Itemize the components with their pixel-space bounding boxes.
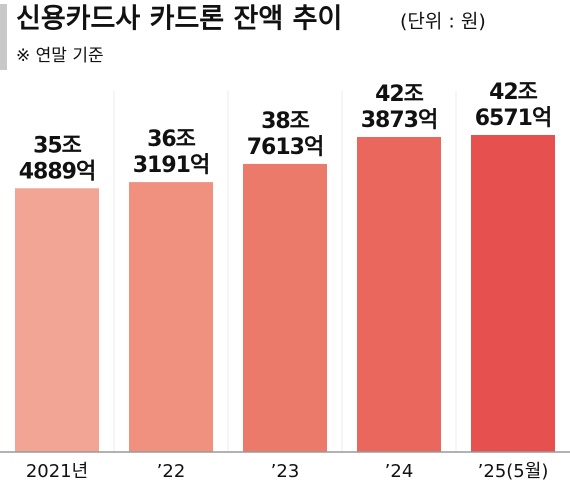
bar	[129, 182, 213, 452]
chart-note: ※ 연말 기준	[16, 46, 104, 66]
x-tick-label: ’22	[157, 461, 186, 482]
bar	[15, 188, 99, 453]
title-accent	[0, 4, 7, 70]
value-label: 42조	[375, 82, 424, 107]
x-tick-label: ’24	[385, 461, 414, 482]
value-label: 35조	[33, 133, 82, 158]
value-label: 6571억	[475, 106, 551, 131]
value-label: 3873억	[361, 108, 437, 133]
value-label: 7613억	[247, 135, 323, 160]
bar	[243, 163, 327, 453]
x-tick-label: 2021년	[26, 461, 88, 482]
value-label: 36조	[147, 127, 196, 152]
bar	[471, 135, 555, 452]
value-label: 42조	[489, 80, 538, 105]
value-label: 3191억	[133, 153, 209, 178]
chart-subtitle: (단위 : 원)	[400, 11, 486, 33]
chart-title: 신용카드사 카드론 잔액 추이	[16, 4, 342, 35]
value-label: 4889억	[19, 159, 95, 184]
x-tick-label: ’23	[271, 461, 300, 482]
value-label: 38조	[261, 109, 310, 134]
x-tick-label: ’25(5월)	[478, 461, 549, 482]
bar	[357, 137, 441, 452]
